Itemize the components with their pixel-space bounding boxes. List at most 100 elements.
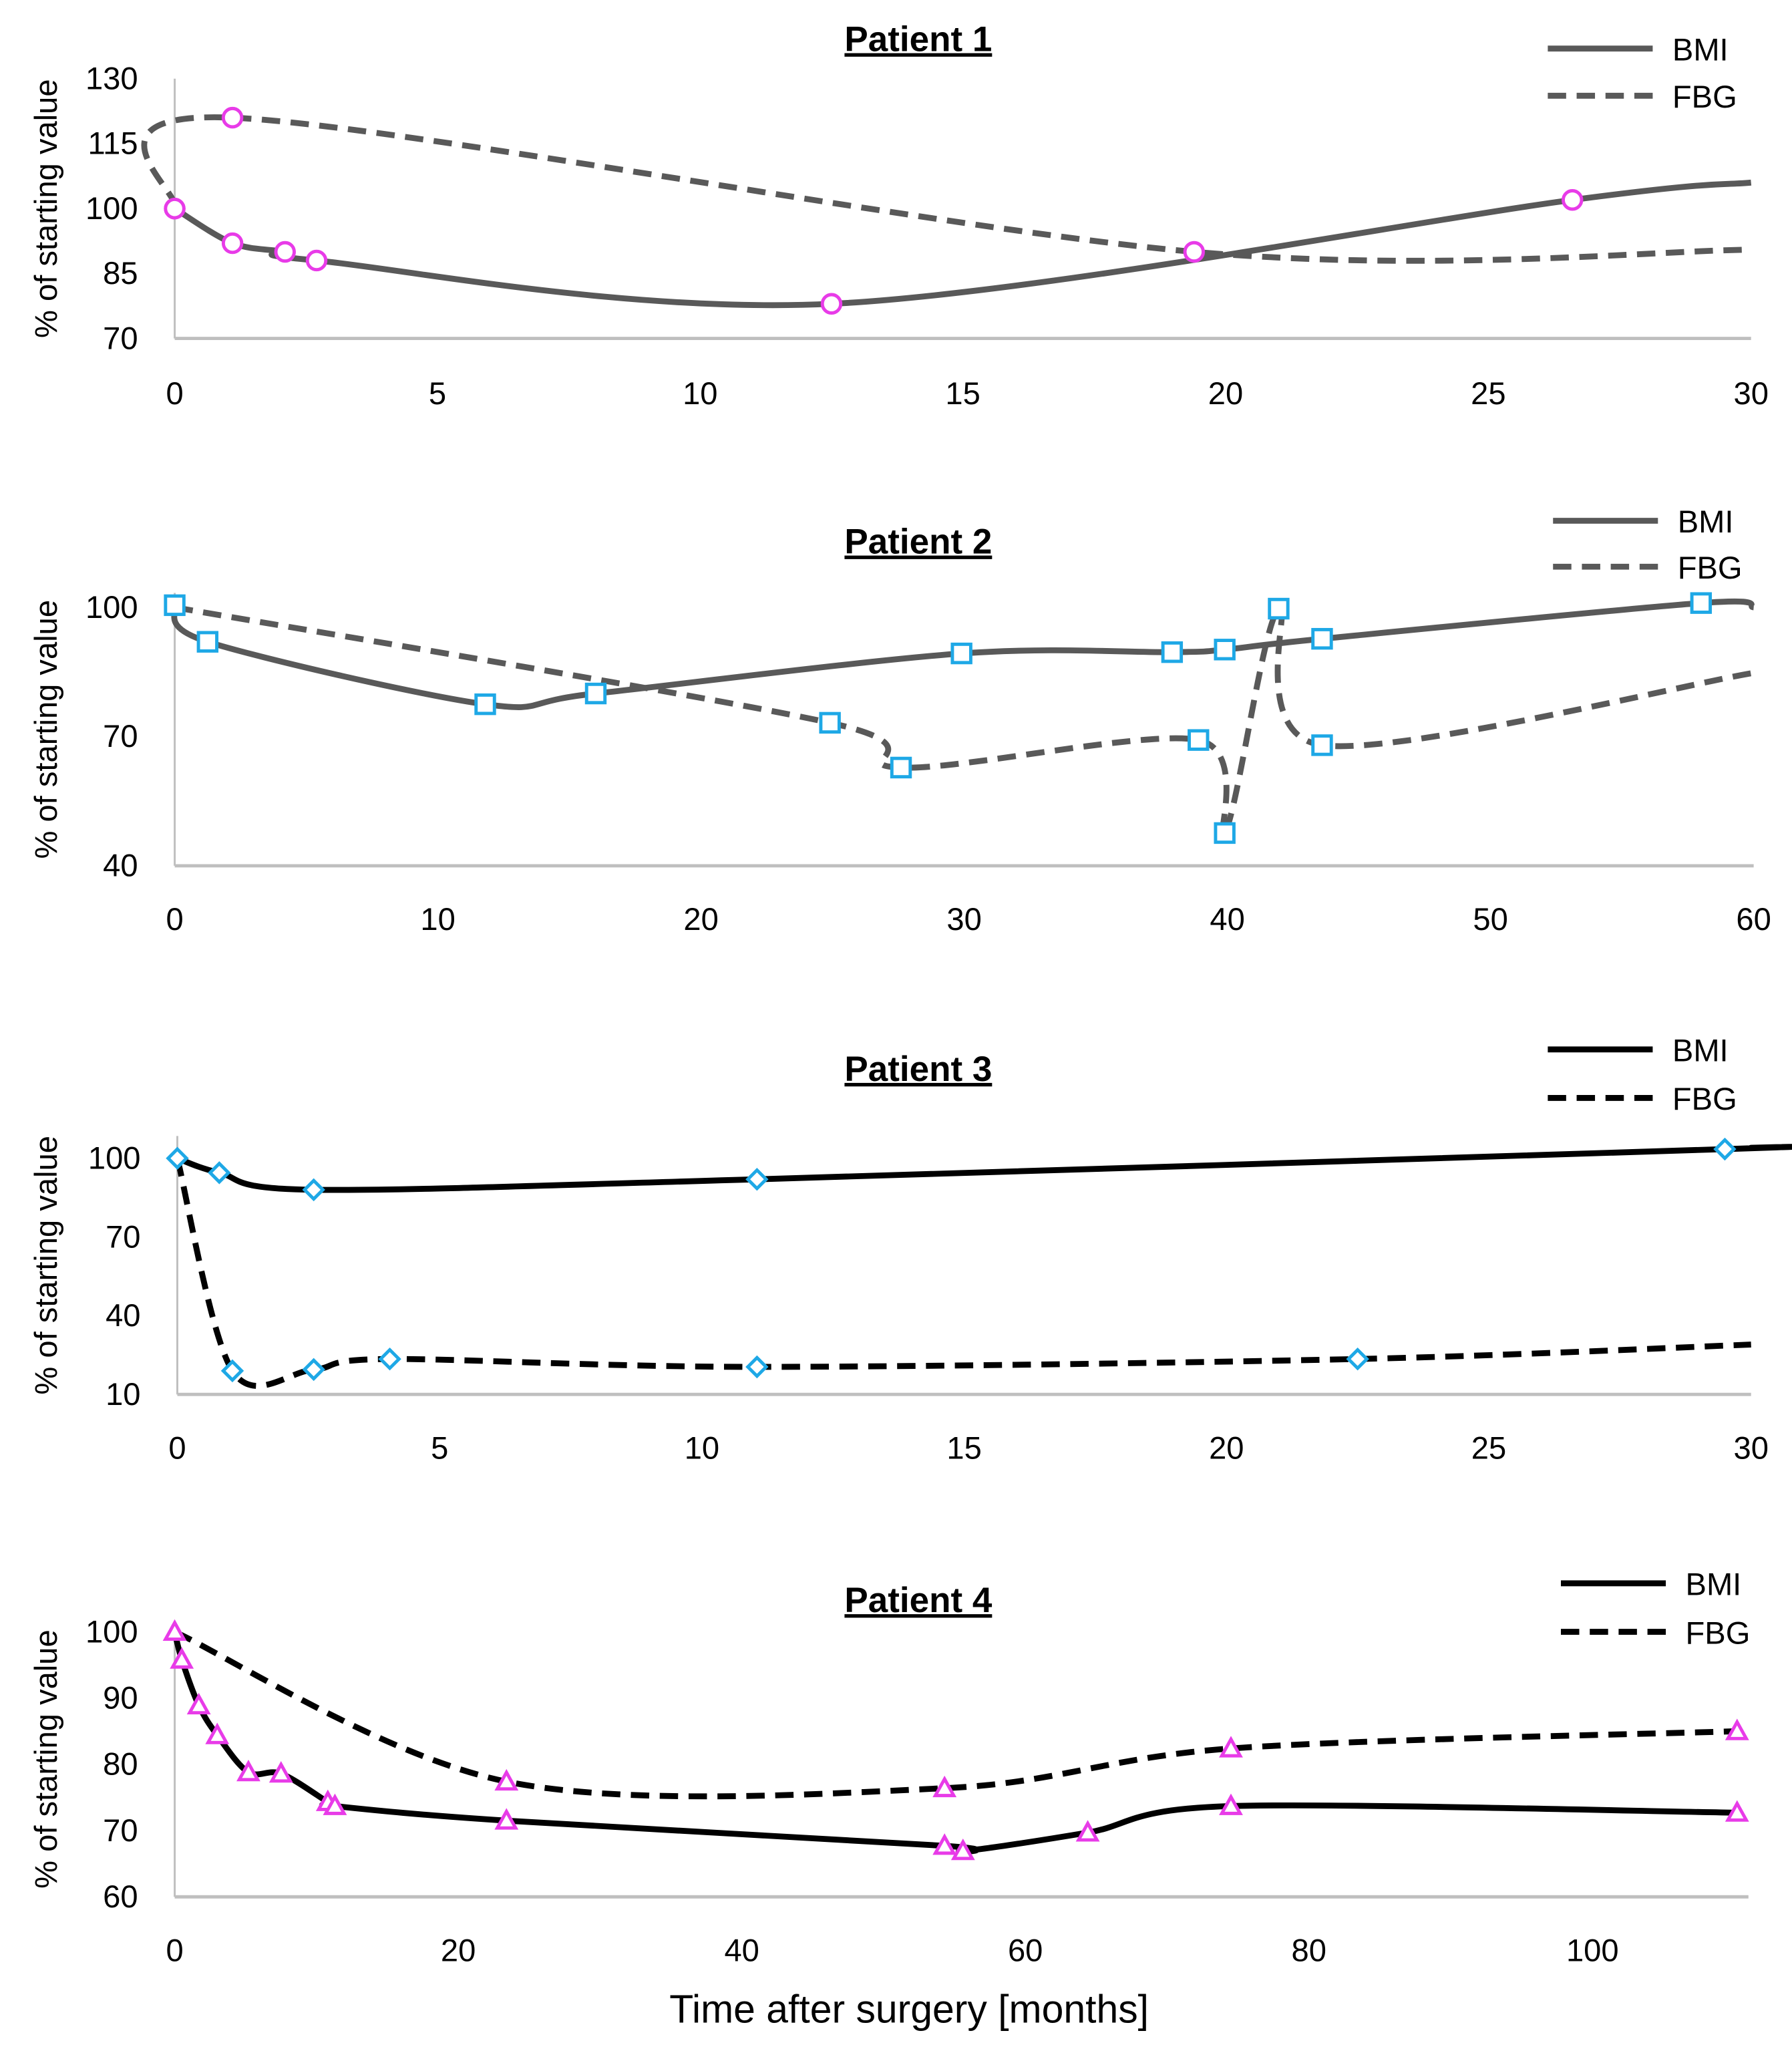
x-tick-label: 60 — [1008, 1932, 1043, 1967]
y-tick-label: 70 — [103, 1812, 138, 1848]
x-tick-label: 10 — [420, 901, 455, 937]
y-axis-label: % of starting value — [28, 79, 63, 338]
y-tick-label: 100 — [85, 1613, 138, 1649]
chart-title: Patient 4 — [844, 1581, 992, 1620]
data-point-triangle — [1219, 1793, 1243, 1815]
y-tick-label: 100 — [88, 1140, 141, 1175]
chart-patient-3: 0 5 10 15 20 25 30 10 40 70 100 % of starting value… — [28, 1032, 1792, 1465]
chart-title: Patient 3 — [844, 1050, 992, 1089]
y-tick-label: 40 — [103, 848, 138, 883]
y-tick-label: 70 — [103, 320, 138, 355]
x-tick-label: 0 — [166, 375, 183, 411]
data-point-triangle — [1725, 1800, 1749, 1822]
x-tick-label: 100 — [1566, 1932, 1619, 1967]
x-tick-label: 25 — [1471, 1430, 1506, 1465]
series-line-fbg — [174, 1157, 1751, 1389]
data-point-triangle — [1219, 1736, 1243, 1758]
data-point-circle — [1183, 241, 1205, 263]
data-point-triangle — [323, 1793, 347, 1815]
data-point-square — [890, 756, 912, 779]
y-tick-label: 100 — [85, 190, 138, 226]
chart-title: Patient 2 — [844, 522, 992, 562]
y-axis-label: % of starting value — [28, 1629, 63, 1889]
series-line-bmi — [172, 1631, 1737, 1855]
y-tick-label: 130 — [85, 61, 138, 96]
data-point-diamond — [1713, 1137, 1737, 1161]
x-tick-label: 30 — [946, 901, 981, 937]
y-tick-label: 10 — [106, 1376, 140, 1412]
legend-label-bmi: BMI — [1672, 31, 1729, 67]
x-tick-label: 20 — [1209, 1430, 1244, 1465]
x-tick-label: 15 — [946, 1430, 981, 1465]
y-tick-label: 80 — [103, 1746, 138, 1782]
data-point-square — [1311, 734, 1333, 756]
data-point-diamond — [745, 1355, 769, 1379]
data-point-square — [1690, 592, 1713, 614]
data-point-square — [584, 682, 607, 705]
data-point-triangle — [932, 1833, 957, 1855]
y-tick-label: 70 — [103, 718, 138, 754]
data-point-square — [1161, 641, 1184, 663]
data-point-square — [1214, 639, 1236, 661]
data-point-diamond — [208, 1161, 231, 1185]
data-point-triangle — [186, 1692, 211, 1715]
data-point-diamond — [745, 1167, 769, 1191]
x-axis-label: Time after surgery [months] — [669, 1988, 1149, 2032]
data-point-square — [1214, 822, 1236, 844]
data-point-diamond — [378, 1347, 401, 1371]
data-point-diamond — [302, 1358, 325, 1382]
data-point-triangle — [170, 1647, 194, 1669]
y-axis-label: % of starting value — [28, 600, 63, 859]
data-point-square — [196, 631, 219, 653]
data-point-triangle — [205, 1722, 230, 1744]
series-line-fbg — [173, 1629, 1737, 1800]
legend-label-fbg: FBG — [1672, 79, 1737, 114]
data-point-circle — [274, 241, 296, 263]
chart-patient-1: 0 5 10 15 20 25 30 70 85 100 115 130 % of starting v… — [28, 20, 1769, 411]
data-point-circle — [221, 106, 244, 129]
legend-label-bmi: BMI — [1678, 504, 1734, 539]
data-point-triangle — [932, 1775, 957, 1798]
series-line-bmi — [176, 1144, 1792, 1193]
data-point-circle — [305, 249, 328, 272]
x-tick-label: 50 — [1473, 901, 1507, 937]
x-tick-label: 20 — [441, 1932, 476, 1967]
legend-label-fbg: FBG — [1686, 1615, 1751, 1650]
data-point-circle — [1562, 189, 1584, 211]
data-point-triangle — [162, 1619, 187, 1641]
data-point-diamond — [220, 1359, 244, 1383]
chart-patient-4: 0 20 40 60 80 100 60 70 80 90 100 % of starting val… — [28, 1567, 1751, 2032]
series-line-bmi — [171, 598, 1755, 710]
data-point-triangle — [268, 1761, 293, 1783]
x-tick-label: 60 — [1736, 901, 1771, 937]
series-line-bmi — [173, 179, 1752, 309]
data-point-triangle — [950, 1839, 975, 1861]
data-point-square — [950, 642, 972, 665]
x-tick-label: 15 — [945, 375, 980, 411]
x-tick-label: 80 — [1292, 1932, 1326, 1967]
legend-label-fbg: FBG — [1678, 550, 1743, 585]
x-tick-label: 20 — [1208, 375, 1243, 411]
x-tick-label: 10 — [683, 375, 717, 411]
x-tick-label: 40 — [724, 1932, 759, 1967]
x-tick-label: 25 — [1471, 375, 1505, 411]
chart-patient-2: 0 10 20 30 40 50 60 40 70 100 % of starting value P… — [28, 504, 1771, 937]
data-point-diamond — [302, 1178, 325, 1202]
x-tick-label: 30 — [1734, 375, 1769, 411]
data-point-square — [474, 693, 496, 716]
series-line-fbg — [141, 114, 1751, 264]
data-point-triangle — [494, 1768, 519, 1791]
data-point-triangle — [1725, 1718, 1749, 1740]
x-tick-label: 40 — [1210, 901, 1244, 937]
legend-label-bmi: BMI — [1672, 1032, 1729, 1068]
legend-label-fbg: FBG — [1672, 1081, 1737, 1116]
y-tick-label: 60 — [103, 1879, 138, 1914]
y-axis-label: % of starting value — [28, 1136, 63, 1395]
x-tick-label: 5 — [431, 1430, 448, 1465]
data-point-diamond — [166, 1146, 189, 1170]
x-tick-label: 30 — [1734, 1430, 1769, 1465]
x-tick-label: 0 — [166, 1932, 183, 1967]
series-line-fbg — [174, 604, 1755, 839]
chart-title: Patient 1 — [844, 20, 992, 59]
